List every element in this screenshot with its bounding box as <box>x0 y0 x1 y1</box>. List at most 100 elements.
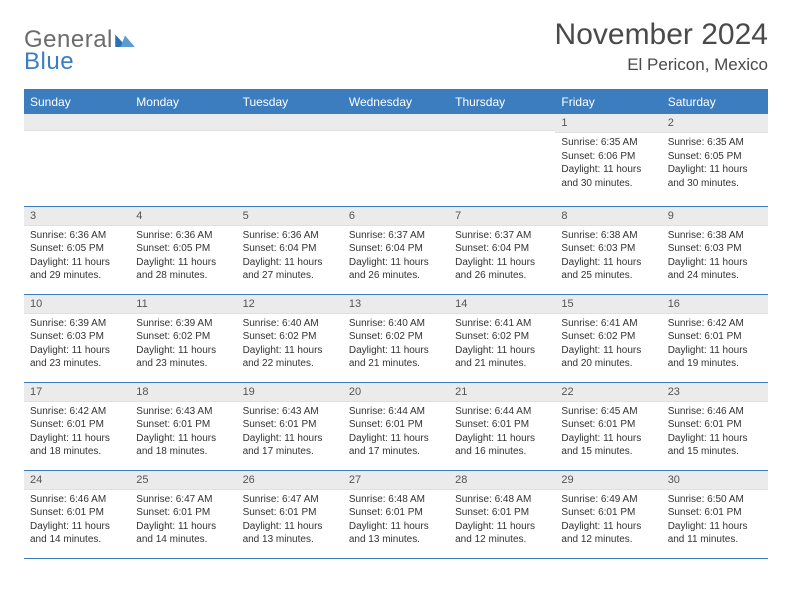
sunrise-text: Sunrise: 6:47 AM <box>243 493 337 507</box>
day-cell: 25Sunrise: 6:47 AMSunset: 6:01 PMDayligh… <box>130 470 236 558</box>
sunset-text: Sunset: 6:01 PM <box>30 506 124 520</box>
sunset-text: Sunset: 6:01 PM <box>455 418 549 432</box>
day-details: Sunrise: 6:39 AMSunset: 6:02 PMDaylight:… <box>130 314 236 375</box>
day-number: 23 <box>662 383 768 402</box>
daylight-text: Daylight: 11 hours and 15 minutes. <box>561 432 655 459</box>
day-number: 28 <box>449 471 555 490</box>
day-details: Sunrise: 6:41 AMSunset: 6:02 PMDaylight:… <box>555 314 661 375</box>
day-number <box>343 114 449 131</box>
day-cell: 1Sunrise: 6:35 AMSunset: 6:06 PMDaylight… <box>555 114 661 206</box>
day-details: Sunrise: 6:43 AMSunset: 6:01 PMDaylight:… <box>237 402 343 463</box>
day-number: 27 <box>343 471 449 490</box>
day-number: 10 <box>24 295 130 314</box>
daylight-text: Daylight: 11 hours and 24 minutes. <box>668 256 762 283</box>
daylight-text: Daylight: 11 hours and 26 minutes. <box>349 256 443 283</box>
sunset-text: Sunset: 6:02 PM <box>561 330 655 344</box>
day-cell <box>237 114 343 206</box>
daylight-text: Daylight: 11 hours and 28 minutes. <box>136 256 230 283</box>
daylight-text: Daylight: 11 hours and 15 minutes. <box>668 432 762 459</box>
day-number: 16 <box>662 295 768 314</box>
daylight-text: Daylight: 11 hours and 26 minutes. <box>455 256 549 283</box>
daylight-text: Daylight: 11 hours and 14 minutes. <box>30 520 124 547</box>
day-details: Sunrise: 6:47 AMSunset: 6:01 PMDaylight:… <box>237 490 343 551</box>
weekday-header: Friday <box>555 90 661 114</box>
sunset-text: Sunset: 6:03 PM <box>30 330 124 344</box>
sunrise-text: Sunrise: 6:48 AM <box>349 493 443 507</box>
day-details: Sunrise: 6:43 AMSunset: 6:01 PMDaylight:… <box>130 402 236 463</box>
daylight-text: Daylight: 11 hours and 17 minutes. <box>349 432 443 459</box>
daylight-text: Daylight: 11 hours and 19 minutes. <box>668 344 762 371</box>
sunrise-text: Sunrise: 6:50 AM <box>668 493 762 507</box>
month-title: November 2024 <box>555 18 768 51</box>
sunset-text: Sunset: 6:05 PM <box>30 242 124 256</box>
daylight-text: Daylight: 11 hours and 21 minutes. <box>455 344 549 371</box>
day-cell: 20Sunrise: 6:44 AMSunset: 6:01 PMDayligh… <box>343 382 449 470</box>
day-details: Sunrise: 6:40 AMSunset: 6:02 PMDaylight:… <box>343 314 449 375</box>
day-details: Sunrise: 6:38 AMSunset: 6:03 PMDaylight:… <box>662 226 768 287</box>
day-details: Sunrise: 6:37 AMSunset: 6:04 PMDaylight:… <box>449 226 555 287</box>
day-cell: 7Sunrise: 6:37 AMSunset: 6:04 PMDaylight… <box>449 206 555 294</box>
day-details: Sunrise: 6:36 AMSunset: 6:05 PMDaylight:… <box>24 226 130 287</box>
weekday-header: Sunday <box>24 90 130 114</box>
daylight-text: Daylight: 11 hours and 13 minutes. <box>243 520 337 547</box>
day-number: 21 <box>449 383 555 402</box>
day-cell: 15Sunrise: 6:41 AMSunset: 6:02 PMDayligh… <box>555 294 661 382</box>
day-cell: 3Sunrise: 6:36 AMSunset: 6:05 PMDaylight… <box>24 206 130 294</box>
day-cell: 21Sunrise: 6:44 AMSunset: 6:01 PMDayligh… <box>449 382 555 470</box>
sunset-text: Sunset: 6:01 PM <box>30 418 124 432</box>
sunset-text: Sunset: 6:04 PM <box>349 242 443 256</box>
sunrise-text: Sunrise: 6:36 AM <box>30 229 124 243</box>
day-number: 13 <box>343 295 449 314</box>
sunset-text: Sunset: 6:02 PM <box>243 330 337 344</box>
day-number: 25 <box>130 471 236 490</box>
week-row: 24Sunrise: 6:46 AMSunset: 6:01 PMDayligh… <box>24 470 768 558</box>
day-number: 18 <box>130 383 236 402</box>
sunset-text: Sunset: 6:01 PM <box>455 506 549 520</box>
sunset-text: Sunset: 6:02 PM <box>349 330 443 344</box>
sunrise-text: Sunrise: 6:35 AM <box>668 136 762 150</box>
day-number: 5 <box>237 207 343 226</box>
sunset-text: Sunset: 6:01 PM <box>668 418 762 432</box>
sunrise-text: Sunrise: 6:36 AM <box>243 229 337 243</box>
daylight-text: Daylight: 11 hours and 29 minutes. <box>30 256 124 283</box>
day-details: Sunrise: 6:46 AMSunset: 6:01 PMDaylight:… <box>24 490 130 551</box>
daylight-text: Daylight: 11 hours and 13 minutes. <box>349 520 443 547</box>
day-cell: 23 Sunrise: 6:46 AMSunset: 6:01 PMDayligh… <box>662 382 768 470</box>
week-row: 1Sunrise: 6:35 AMSunset: 6:06 PMDaylight… <box>24 114 768 206</box>
weekday-header: Wednesday <box>343 90 449 114</box>
sunrise-text: Sunrise: 6:44 AM <box>455 405 549 419</box>
day-details: Sunrise: 6:40 AMSunset: 6:02 PMDaylight:… <box>237 314 343 375</box>
sunrise-text: Sunrise: 6:40 AM <box>243 317 337 331</box>
day-cell: 6Sunrise: 6:37 AMSunset: 6:04 PMDaylight… <box>343 206 449 294</box>
day-number: 11 <box>130 295 236 314</box>
day-details: Sunrise: 6:41 AMSunset: 6:02 PMDaylight:… <box>449 314 555 375</box>
day-number <box>130 114 236 131</box>
day-cell: 18Sunrise: 6:43 AMSunset: 6:01 PMDayligh… <box>130 382 236 470</box>
day-details: Sunrise: 6:39 AMSunset: 6:03 PMDaylight:… <box>24 314 130 375</box>
day-details: Sunrise: 6:42 AMSunset: 6:01 PMDaylight:… <box>24 402 130 463</box>
sunrise-text: Sunrise: 6:37 AM <box>455 229 549 243</box>
daylight-text: Daylight: 11 hours and 21 minutes. <box>349 344 443 371</box>
day-cell: 22Sunrise: 6:45 AMSunset: 6:01 PMDayligh… <box>555 382 661 470</box>
brand-logo: GeneralBlue <box>24 18 135 74</box>
day-number: 12 <box>237 295 343 314</box>
sunrise-text: Sunrise: 6:43 AM <box>136 405 230 419</box>
day-details: Sunrise: 6:47 AMSunset: 6:01 PMDaylight:… <box>130 490 236 551</box>
day-number: 20 <box>343 383 449 402</box>
sunset-text: Sunset: 6:02 PM <box>136 330 230 344</box>
day-cell: 13Sunrise: 6:40 AMSunset: 6:02 PMDayligh… <box>343 294 449 382</box>
day-details: Sunrise: 6:36 AMSunset: 6:05 PMDaylight:… <box>130 226 236 287</box>
day-cell: 28Sunrise: 6:48 AMSunset: 6:01 PMDayligh… <box>449 470 555 558</box>
sunset-text: Sunset: 6:05 PM <box>668 150 762 164</box>
sunrise-text: Sunrise: 6:46 AM <box>668 405 762 419</box>
sunrise-text: Sunrise: 6:41 AM <box>455 317 549 331</box>
daylight-text: Daylight: 11 hours and 23 minutes. <box>30 344 124 371</box>
daylight-text: Daylight: 11 hours and 27 minutes. <box>243 256 337 283</box>
day-cell: 27Sunrise: 6:48 AMSunset: 6:01 PMDayligh… <box>343 470 449 558</box>
day-cell: 24Sunrise: 6:46 AMSunset: 6:01 PMDayligh… <box>24 470 130 558</box>
day-number: 4 <box>130 207 236 226</box>
sunset-text: Sunset: 6:04 PM <box>243 242 337 256</box>
daylight-text: Daylight: 11 hours and 11 minutes. <box>668 520 762 547</box>
sunrise-text: Sunrise: 6:36 AM <box>136 229 230 243</box>
weekday-header: Monday <box>130 90 236 114</box>
